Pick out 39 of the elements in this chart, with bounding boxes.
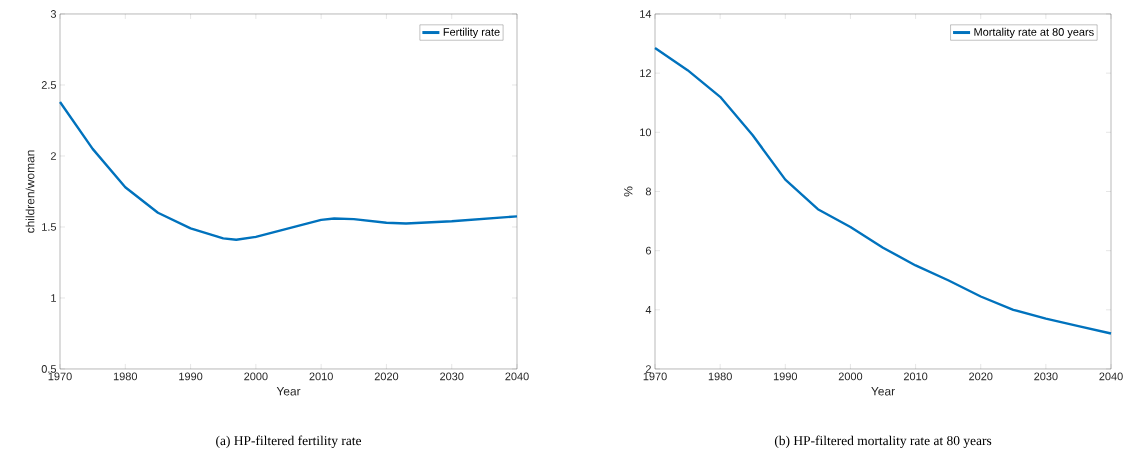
y-tick-label: 4 [645, 306, 652, 314]
x-tick-label: 1980 [113, 372, 138, 381]
x-tick-label: 1990 [773, 372, 798, 381]
y-tick-label: 0.5 [41, 365, 57, 373]
y-axis-title: % [624, 186, 633, 197]
text: (b) HP-filtered mortality rate at 80 years [774, 435, 992, 448]
x-tick-label: 2010 [309, 372, 333, 381]
line-series [653, 46, 1113, 335]
x-tick-label: 2020 [969, 372, 993, 381]
legend-label: Mortality rate at 80 years [974, 27, 1094, 39]
y-tick-label: 14 [640, 10, 652, 18]
x-tick-label: 1970 [48, 372, 72, 381]
x-tick-label: 2020 [374, 372, 399, 381]
y-tick-label: 2 [50, 152, 56, 160]
x-tick-label: 2010 [903, 372, 928, 381]
x-tick-label: 2030 [1034, 372, 1058, 381]
x-tick-label: 2040 [1099, 372, 1123, 381]
y-tick-label: 1.5 [42, 223, 57, 231]
x-tick-label: 2000 [244, 372, 268, 381]
x-tick-label: 2000 [838, 372, 863, 381]
x-tick-label: 1970 [643, 372, 667, 381]
y-tick-label: 10 [640, 128, 652, 137]
y-tick-label: 3 [50, 10, 57, 18]
y-tick-label: 1 [51, 294, 56, 302]
x-axis-title: Year [871, 387, 895, 396]
text: (a) HP-filtered fertility rate [216, 435, 362, 448]
legend-label: Fertility rate [443, 27, 500, 39]
y-tick-label: 12 [640, 69, 651, 77]
x-tick-label: 1980 [708, 372, 732, 381]
y-tick-label: 2 [645, 365, 651, 373]
y-tick-label: 2.5 [41, 81, 57, 89]
x-tick-label: 2040 [505, 372, 529, 381]
line-series [58, 100, 519, 241]
y-tick-label: 6 [645, 246, 652, 255]
x-tick-label: 2030 [440, 372, 464, 381]
y-tick-label: 8 [645, 187, 652, 196]
x-axis-title: Year [276, 387, 301, 396]
x-tick-label: 1990 [179, 372, 203, 381]
y-axis-title: children/woman [25, 150, 35, 233]
